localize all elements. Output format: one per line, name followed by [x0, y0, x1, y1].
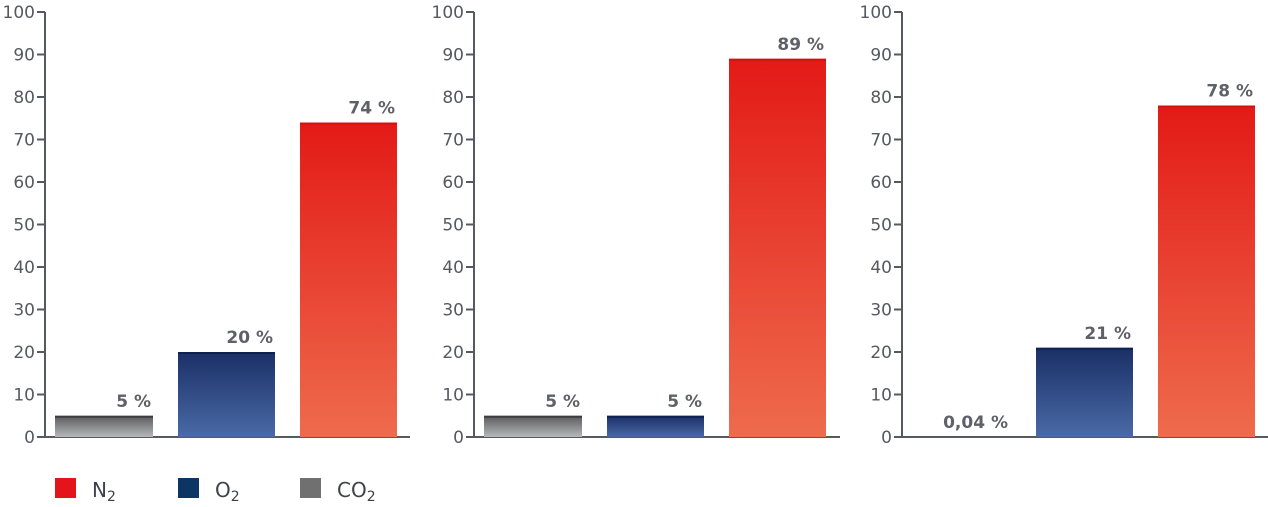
y-tick-label: 20 [442, 343, 464, 363]
y-tick-label: 10 [442, 386, 464, 406]
y-tick-label: 80 [870, 88, 892, 108]
bar-value-label: 74 % [348, 99, 395, 119]
legend: N2 O2 CO2 [55, 478, 376, 505]
legend-label: O2 [215, 478, 240, 505]
y-tick-label: 80 [442, 88, 464, 108]
y-tick-label: 90 [13, 46, 35, 66]
y-tick-label: 20 [13, 343, 35, 363]
y-tick-label: 100 [432, 3, 464, 23]
y-tick-label: 60 [13, 173, 35, 193]
y-tick-label: 80 [13, 88, 35, 108]
y-tick-label: 0 [881, 428, 892, 448]
y-tick-label: 30 [870, 301, 892, 321]
legend-label: N2 [92, 478, 116, 505]
y-tick-label: 60 [442, 173, 464, 193]
y-tick-label: 70 [442, 131, 464, 151]
y-tick-label: 30 [13, 301, 35, 321]
chart-3: 0 10 20 30 40 50 60 70 80 90 100 0,04 % 21 % 78 % [860, 3, 1268, 448]
y-tick-label: 50 [442, 216, 464, 236]
y-tick-label: 100 [3, 3, 35, 23]
bar-n2 [300, 122, 397, 437]
bar-n2 [1158, 105, 1255, 437]
chart-2: 0 10 20 30 40 50 60 70 80 90 100 5 % 5 % 89 % [432, 3, 840, 448]
y-tick-label: 0 [24, 428, 35, 448]
y-tick-label: 10 [870, 386, 892, 406]
y-tick-label: 30 [442, 301, 464, 321]
bar-value-label: 21 % [1084, 324, 1131, 344]
bar-o2 [178, 352, 275, 437]
y-tick-label: 0 [453, 428, 464, 448]
y-tick-label: 20 [870, 343, 892, 363]
bar-value-label: 78 % [1206, 82, 1253, 102]
bar-co2 [55, 415, 153, 437]
legend-item: CO2 [300, 478, 376, 505]
bar-value-label: 20 % [226, 328, 273, 348]
legend-swatch [300, 478, 321, 498]
chart-1: 0 10 20 30 40 50 60 70 80 90 100 5 % 20 % 74 % [3, 3, 410, 448]
bar-n2 [729, 58, 826, 437]
y-tick-label: 40 [442, 258, 464, 278]
y-tick-label: 40 [13, 258, 35, 278]
y-tick-label: 50 [870, 216, 892, 236]
legend-item: N2 [55, 478, 116, 505]
y-tick-label: 50 [13, 216, 35, 236]
bar-value-label: 0,04 % [943, 413, 1008, 433]
y-tick-label: 60 [870, 173, 892, 193]
bar-o2 [1036, 347, 1133, 437]
y-tick-label: 40 [870, 258, 892, 278]
y-tick-label: 90 [870, 46, 892, 66]
bar-co2 [484, 415, 582, 437]
bar-value-label: 5 % [545, 392, 580, 412]
bar-o2 [607, 415, 704, 437]
y-tick-label: 70 [13, 131, 35, 151]
legend-label: CO2 [337, 478, 376, 505]
legend-swatch [178, 478, 199, 498]
bar-value-label: 89 % [777, 35, 824, 55]
y-tick-label: 70 [870, 131, 892, 151]
y-tick-label: 90 [442, 46, 464, 66]
bar-value-label: 5 % [116, 392, 151, 412]
bar-value-label: 5 % [667, 392, 702, 412]
legend-item: O2 [178, 478, 240, 505]
y-tick-label: 100 [860, 3, 892, 23]
y-tick-label: 10 [13, 386, 35, 406]
legend-swatch [55, 478, 76, 498]
